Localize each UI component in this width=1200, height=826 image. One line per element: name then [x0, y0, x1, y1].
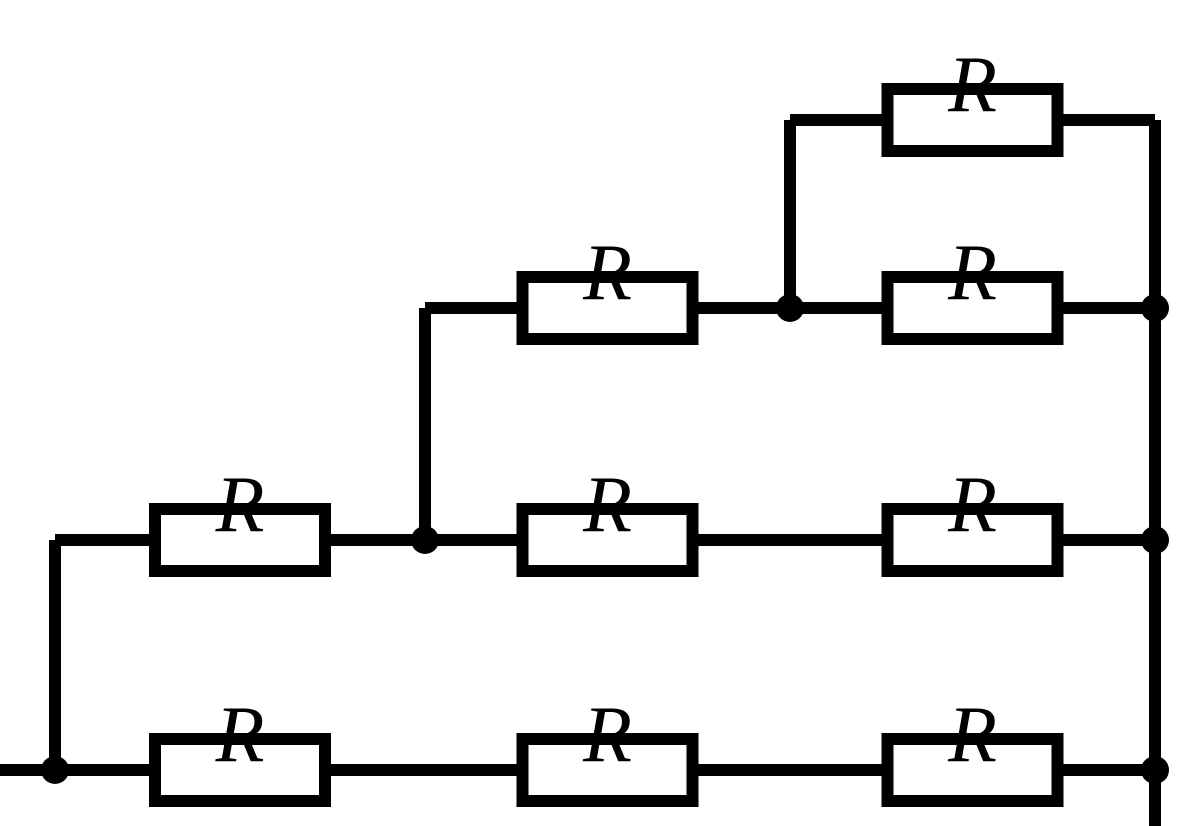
resistor-label: R	[947, 229, 997, 317]
node-dot	[776, 294, 804, 322]
resistor-label: R	[947, 691, 997, 779]
resistor-label: R	[947, 41, 997, 129]
node-dot	[1141, 294, 1169, 322]
resistor-label: R	[582, 229, 632, 317]
node-dot	[41, 756, 69, 784]
resistor-label: R	[215, 461, 265, 549]
resistor-label: R	[215, 691, 265, 779]
resistor-label: R	[582, 691, 632, 779]
node-dot	[411, 526, 439, 554]
node-dot	[1141, 526, 1169, 554]
resistor-label: R	[947, 461, 997, 549]
circuit-diagram: R R R R R R R R R	[0, 0, 1200, 826]
resistor-label: R	[582, 461, 632, 549]
node-dot	[1141, 756, 1169, 784]
